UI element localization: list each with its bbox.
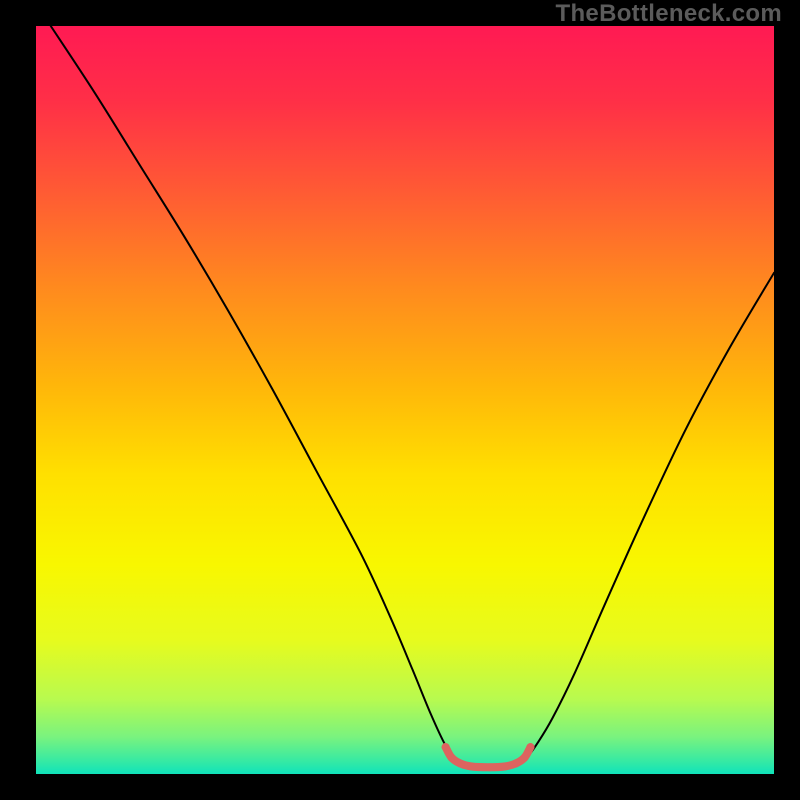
chart-frame: TheBottleneck.com [0,0,800,800]
plot-area [36,26,774,774]
watermark-text: TheBottleneck.com [556,0,782,28]
optimal-band-marker [36,26,774,774]
